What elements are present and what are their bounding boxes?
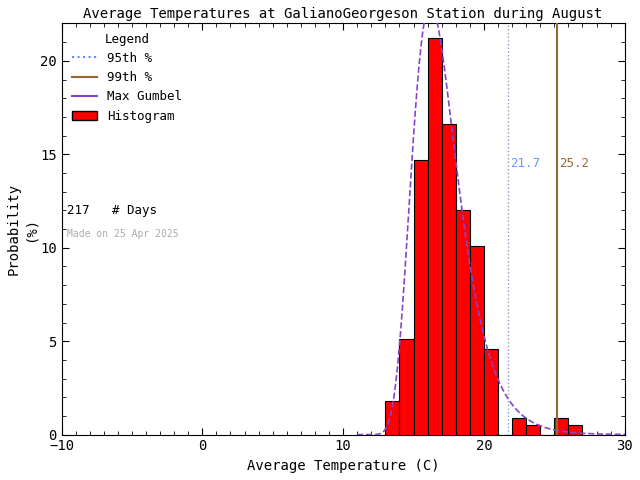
Text: 21.7: 21.7 — [510, 157, 540, 170]
X-axis label: Average Temperature (C): Average Temperature (C) — [247, 459, 440, 473]
Bar — [413, 160, 428, 434]
Bar — [568, 425, 582, 434]
Title: Average Temperatures at GalianoGeorgeson Station during August: Average Temperatures at GalianoGeorgeson… — [83, 7, 603, 21]
Legend: 95th %, 99th %, Max Gumbel, Histogram: 95th %, 99th %, Max Gumbel, Histogram — [67, 28, 187, 128]
Bar — [456, 210, 470, 434]
Text: 25.2: 25.2 — [559, 157, 589, 170]
Bar — [428, 38, 442, 434]
Bar — [484, 348, 498, 434]
Bar — [554, 418, 568, 434]
Bar — [470, 246, 484, 434]
Bar — [399, 339, 413, 434]
Y-axis label: Probability
(%): Probability (%) — [7, 183, 37, 275]
Bar — [526, 425, 540, 434]
Bar — [385, 401, 399, 434]
Bar — [512, 418, 526, 434]
Text: 217   # Days: 217 # Days — [67, 204, 157, 217]
Text: Made on 25 Apr 2025: Made on 25 Apr 2025 — [67, 229, 179, 239]
Bar — [442, 124, 456, 434]
